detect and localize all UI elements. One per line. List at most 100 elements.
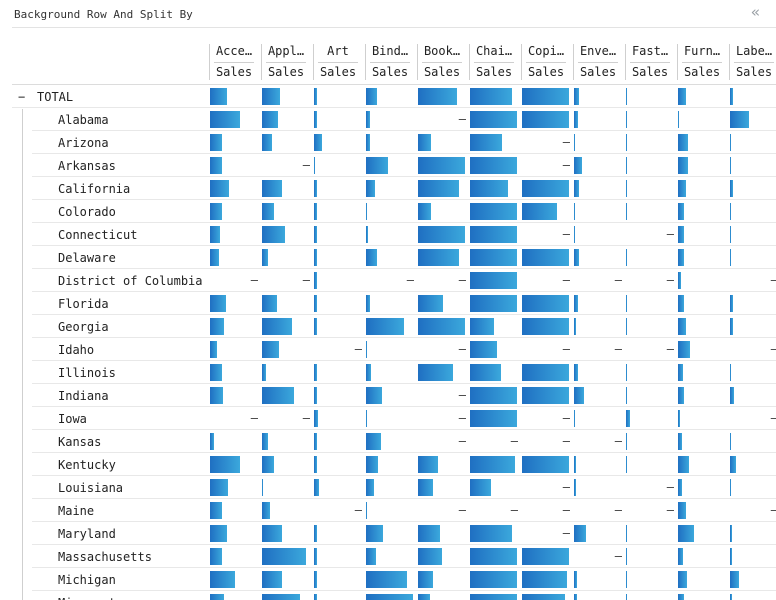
table-cell[interactable]: [470, 545, 522, 568]
table-cell[interactable]: [314, 85, 366, 108]
table-cell[interactable]: [678, 591, 730, 600]
table-cell[interactable]: [418, 246, 470, 269]
table-cell[interactable]: [418, 292, 470, 315]
table-cell[interactable]: –: [730, 499, 776, 522]
table-cell[interactable]: [210, 568, 262, 591]
table-cell[interactable]: [626, 131, 678, 154]
table-cell[interactable]: [470, 407, 522, 430]
table-cell[interactable]: [470, 453, 522, 476]
table-cell[interactable]: –: [366, 269, 418, 292]
table-cell[interactable]: [366, 292, 418, 315]
table-cell[interactable]: [678, 568, 730, 591]
table-cell[interactable]: [314, 131, 366, 154]
table-cell[interactable]: [574, 407, 626, 430]
column-header[interactable]: Chai… Sales: [469, 44, 521, 84]
table-cell[interactable]: [626, 154, 678, 177]
table-cell[interactable]: [366, 338, 418, 361]
table-cell[interactable]: [210, 246, 262, 269]
table-row[interactable]: Arizona –: [0, 131, 776, 154]
table-cell[interactable]: [626, 430, 678, 453]
table-cell[interactable]: [366, 85, 418, 108]
table-cell[interactable]: [730, 85, 776, 108]
table-cell[interactable]: [210, 545, 262, 568]
table-cell[interactable]: [626, 545, 678, 568]
table-cell[interactable]: [730, 246, 776, 269]
table-cell[interactable]: [678, 246, 730, 269]
table-cell[interactable]: [418, 476, 470, 499]
table-cell[interactable]: [314, 154, 366, 177]
table-cell[interactable]: [470, 476, 522, 499]
table-cell[interactable]: [574, 154, 626, 177]
table-cell[interactable]: –: [418, 269, 470, 292]
table-cell[interactable]: –: [262, 269, 314, 292]
table-cell[interactable]: [262, 384, 314, 407]
table-cell[interactable]: [366, 246, 418, 269]
table-cell[interactable]: [470, 108, 522, 131]
table-cell[interactable]: –: [626, 476, 678, 499]
table-cell[interactable]: [418, 177, 470, 200]
table-cell[interactable]: [366, 131, 418, 154]
table-cell[interactable]: –: [574, 430, 626, 453]
table-cell[interactable]: [574, 315, 626, 338]
table-cell[interactable]: [522, 85, 574, 108]
table-cell[interactable]: –: [522, 131, 574, 154]
table-cell[interactable]: [262, 430, 314, 453]
table-cell[interactable]: –: [522, 269, 574, 292]
table-cell[interactable]: [470, 292, 522, 315]
table-cell[interactable]: [314, 407, 366, 430]
table-cell[interactable]: [314, 384, 366, 407]
table-row[interactable]: Alabama –: [0, 108, 776, 131]
double-chevron-left-icon[interactable]: «: [751, 3, 761, 21]
table-cell[interactable]: [366, 177, 418, 200]
table-cell[interactable]: [522, 246, 574, 269]
table-cell[interactable]: [574, 85, 626, 108]
table-cell[interactable]: –: [522, 499, 574, 522]
column-header[interactable]: Book… Sales: [417, 44, 469, 84]
table-cell[interactable]: [522, 361, 574, 384]
table-cell[interactable]: –: [418, 407, 470, 430]
column-header[interactable]: Bind… Sales: [365, 44, 417, 84]
table-cell[interactable]: [470, 338, 522, 361]
table-cell[interactable]: [522, 315, 574, 338]
table-cell[interactable]: [730, 131, 776, 154]
table-cell[interactable]: [730, 522, 776, 545]
table-cell[interactable]: [574, 246, 626, 269]
collapse-toggle-icon[interactable]: −: [18, 90, 26, 104]
table-cell[interactable]: [574, 361, 626, 384]
table-cell[interactable]: [730, 591, 776, 600]
table-cell[interactable]: [678, 292, 730, 315]
table-cell[interactable]: –: [418, 430, 470, 453]
table-cell[interactable]: [366, 154, 418, 177]
table-row[interactable]: Indiana –: [0, 384, 776, 407]
table-cell[interactable]: [262, 246, 314, 269]
table-cell[interactable]: [262, 108, 314, 131]
table-cell[interactable]: [626, 200, 678, 223]
table-cell[interactable]: –: [418, 499, 470, 522]
table-cell[interactable]: [262, 522, 314, 545]
table-cell[interactable]: [678, 430, 730, 453]
table-cell[interactable]: [366, 568, 418, 591]
table-cell[interactable]: [626, 108, 678, 131]
table-cell[interactable]: [730, 545, 776, 568]
table-row[interactable]: Arkansas – –: [0, 154, 776, 177]
table-cell[interactable]: [574, 108, 626, 131]
table-row[interactable]: Maine – – – – – – –: [0, 499, 776, 522]
table-cell[interactable]: [678, 499, 730, 522]
table-cell[interactable]: [522, 177, 574, 200]
table-cell[interactable]: [626, 453, 678, 476]
table-cell[interactable]: –: [314, 499, 366, 522]
table-cell[interactable]: –: [574, 269, 626, 292]
table-cell[interactable]: [418, 545, 470, 568]
table-cell[interactable]: [626, 85, 678, 108]
column-header[interactable]: Appl… Sales: [261, 44, 313, 84]
table-row[interactable]: Massachusetts –: [0, 545, 776, 568]
table-cell[interactable]: [626, 568, 678, 591]
table-cell[interactable]: [522, 108, 574, 131]
table-cell[interactable]: [522, 384, 574, 407]
table-cell[interactable]: [470, 154, 522, 177]
table-cell[interactable]: [314, 246, 366, 269]
table-cell[interactable]: [678, 200, 730, 223]
table-cell[interactable]: [210, 315, 262, 338]
table-row[interactable]: District of Columbia – – – – – – – –: [0, 269, 776, 292]
table-cell[interactable]: [262, 545, 314, 568]
